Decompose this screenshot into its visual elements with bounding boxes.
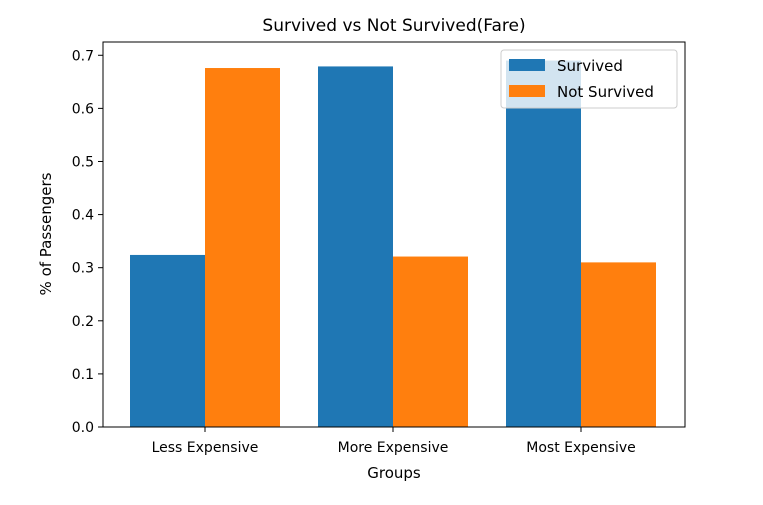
y-tick-label: 0.7 bbox=[72, 48, 94, 64]
bar-survived-2 bbox=[506, 60, 581, 427]
x-tick-label: Most Expensive bbox=[526, 440, 635, 456]
x-tick-label: More Expensive bbox=[338, 440, 449, 456]
y-tick-label: 0.1 bbox=[72, 367, 94, 383]
bar-survived-0 bbox=[130, 254, 205, 427]
bar-not-survived-0 bbox=[205, 68, 280, 427]
y-tick-label: 0.6 bbox=[72, 101, 94, 117]
legend-swatch bbox=[509, 59, 545, 71]
y-tick-label: 0.0 bbox=[72, 420, 94, 436]
y-axis-label: % of Passengers bbox=[37, 172, 55, 295]
y-tick-label: 0.3 bbox=[72, 261, 94, 277]
legend: Survived Not Survived bbox=[500, 49, 678, 109]
legend-label: Survived bbox=[557, 57, 623, 75]
chart-title: Survived vs Not Survived(Fare) bbox=[262, 16, 525, 36]
bar-not-survived-1 bbox=[393, 256, 468, 427]
plot-frame bbox=[102, 41, 686, 428]
bar-survived-1 bbox=[318, 66, 393, 428]
y-axis: 0.0 0.1 0.2 0.3 0.4 0.5 0.6 0.7 bbox=[72, 48, 103, 436]
x-axis: Less Expensive More Expensive Most Expensi… bbox=[152, 427, 636, 456]
x-tick-label: Less Expensive bbox=[152, 440, 259, 456]
x-axis-label: Groups bbox=[367, 464, 421, 482]
bars-group bbox=[130, 60, 656, 428]
bar-not-survived-2 bbox=[581, 262, 656, 427]
y-tick-label: 0.2 bbox=[72, 314, 94, 330]
y-tick-label: 0.4 bbox=[72, 208, 94, 224]
legend-label: Not Survived bbox=[557, 83, 654, 101]
y-tick-label: 0.5 bbox=[72, 154, 94, 170]
legend-swatch bbox=[509, 85, 545, 97]
